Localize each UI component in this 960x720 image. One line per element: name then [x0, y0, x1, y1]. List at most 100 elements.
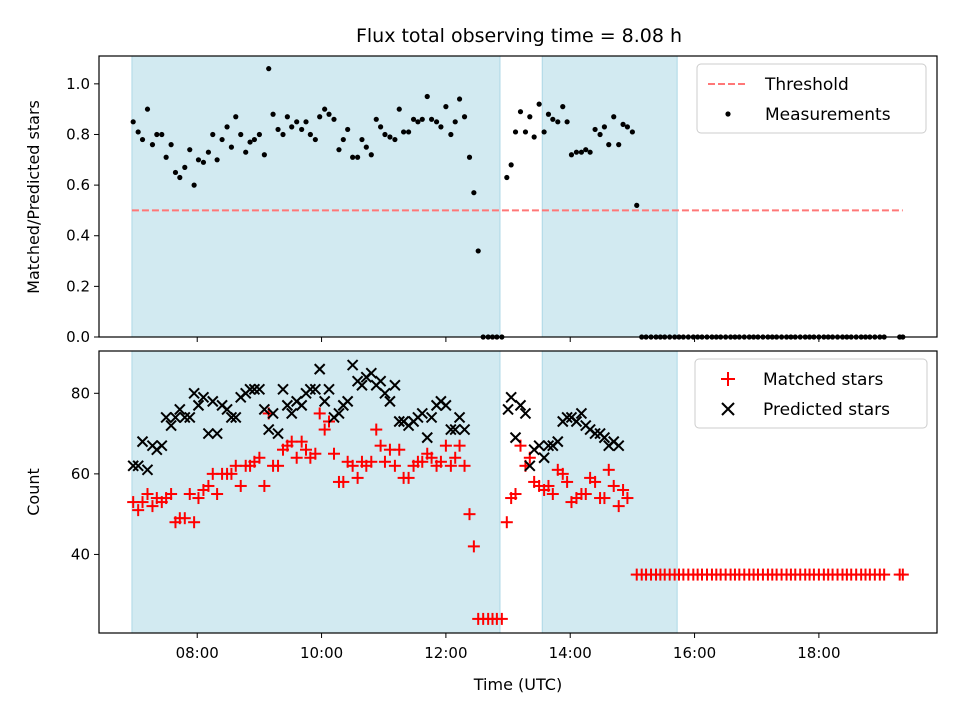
observing-window-2	[541, 350, 678, 634]
predicted-stars-point	[589, 427, 601, 440]
matched-stars-point	[509, 488, 522, 501]
matched-stars-point	[463, 508, 476, 521]
measurements-point	[504, 174, 510, 181]
measurements-point	[251, 136, 258, 143]
matched-stars-point	[439, 439, 452, 452]
matched-legend-label: Matched stars	[763, 370, 883, 390]
predicted-stars-point	[524, 460, 536, 472]
measurements-point	[428, 116, 435, 122]
predicted-stars-point	[230, 411, 242, 424]
measurements-point	[624, 124, 631, 130]
matched-stars-point	[309, 447, 322, 460]
measurements-point	[583, 147, 589, 153]
measurements-point	[531, 134, 537, 140]
measurements-point	[322, 106, 328, 112]
measurements-point	[448, 131, 454, 138]
measurements-point	[606, 142, 612, 148]
predicted-stars-point	[202, 427, 215, 440]
y-tick-label: 0.4	[66, 227, 90, 245]
bottom-legend: Matched stars Predicted stars	[694, 358, 928, 429]
matched-stars-point	[165, 488, 178, 501]
matched-stars-point	[602, 463, 615, 476]
matched-stars-point	[416, 455, 429, 468]
measurements-point	[191, 182, 197, 188]
predicted-legend-swatch	[721, 402, 735, 416]
measurements-point	[573, 149, 580, 155]
measurements-point	[597, 131, 603, 138]
measurements-point	[634, 202, 640, 208]
measurements-point	[275, 126, 281, 133]
predicted-stars-point	[221, 403, 233, 416]
predicted-stars-point	[458, 423, 471, 436]
matched-stars-point	[546, 488, 559, 501]
matched-stars-point	[434, 455, 447, 468]
matched-stars-point	[136, 496, 149, 509]
measurements-point	[405, 129, 412, 135]
predicted-stars-point	[552, 435, 564, 448]
predicted-stars-point	[197, 391, 210, 404]
predicted-stars-point	[141, 464, 154, 476]
matched-stars-point	[425, 451, 438, 464]
measurements-point	[378, 124, 384, 130]
predicted-stars-point	[505, 391, 517, 404]
measurements-point	[163, 154, 169, 160]
top-legend: Threshold Measurements	[696, 63, 927, 134]
predicted-stars-point	[248, 383, 261, 395]
measurements-point	[545, 111, 552, 117]
predicted-stars-point	[207, 395, 219, 408]
predicted-stars-point	[598, 431, 611, 444]
predicted-stars-point	[333, 407, 345, 420]
top-legend-box	[696, 63, 927, 134]
matched-stars-point	[589, 475, 602, 488]
measurements-point	[205, 149, 212, 155]
predicted-stars-point	[449, 423, 461, 436]
predicted-stars-point	[346, 359, 359, 371]
measurements-point	[471, 190, 477, 196]
predicted-stars-point	[440, 399, 452, 412]
matched-stars-point	[258, 479, 271, 492]
matched-stars-point	[188, 516, 201, 529]
y-tick-label: 1.0	[66, 75, 90, 93]
predicted-stars-point	[132, 460, 144, 472]
measurements-point	[168, 142, 174, 148]
measurements-point	[475, 248, 481, 254]
predicted-stars-point	[389, 379, 401, 391]
measurements-point	[555, 119, 561, 125]
matched-stars-point	[211, 488, 224, 501]
predicted-stars-point	[272, 427, 284, 440]
matched-stars-point	[579, 488, 592, 501]
predicted-stars-point	[156, 439, 168, 452]
predicted-stars-point	[165, 419, 177, 432]
predicted-stars-point	[267, 407, 279, 420]
measurements-legend-swatch	[725, 111, 731, 117]
measurements-point	[363, 144, 369, 150]
measurements-point	[350, 154, 356, 160]
predicted-stars-point	[225, 411, 238, 424]
matched-stars-point	[225, 467, 238, 480]
measurements-point	[336, 147, 342, 153]
measurements-point	[578, 149, 585, 155]
measurements-point	[629, 129, 635, 135]
measurements-point	[172, 169, 179, 176]
measurements-point	[195, 157, 202, 163]
measurements-point	[568, 152, 575, 158]
predicted-stars-point	[416, 407, 428, 420]
predicted-stars-point	[514, 399, 527, 412]
predicted-stars-point	[184, 411, 196, 424]
matched-stars-point	[458, 459, 471, 472]
matched-stars-point	[351, 471, 364, 484]
matched-stars-point	[378, 455, 391, 468]
measurements-point	[461, 114, 468, 120]
y-tick-label: 0.8	[66, 125, 90, 143]
measurements-point	[331, 116, 337, 122]
measurements-point	[187, 147, 193, 153]
matched-stars-point	[612, 500, 625, 513]
matched-stars-point	[607, 479, 620, 492]
predicted-stars-point	[323, 383, 335, 395]
predicted-stars-point	[365, 367, 377, 379]
measurements-point	[508, 162, 514, 168]
bottom-y-axis-label: Count	[24, 468, 43, 516]
predicted-stars-point	[445, 423, 457, 436]
matched-stars-point	[365, 455, 378, 468]
measurements-point	[345, 126, 351, 133]
